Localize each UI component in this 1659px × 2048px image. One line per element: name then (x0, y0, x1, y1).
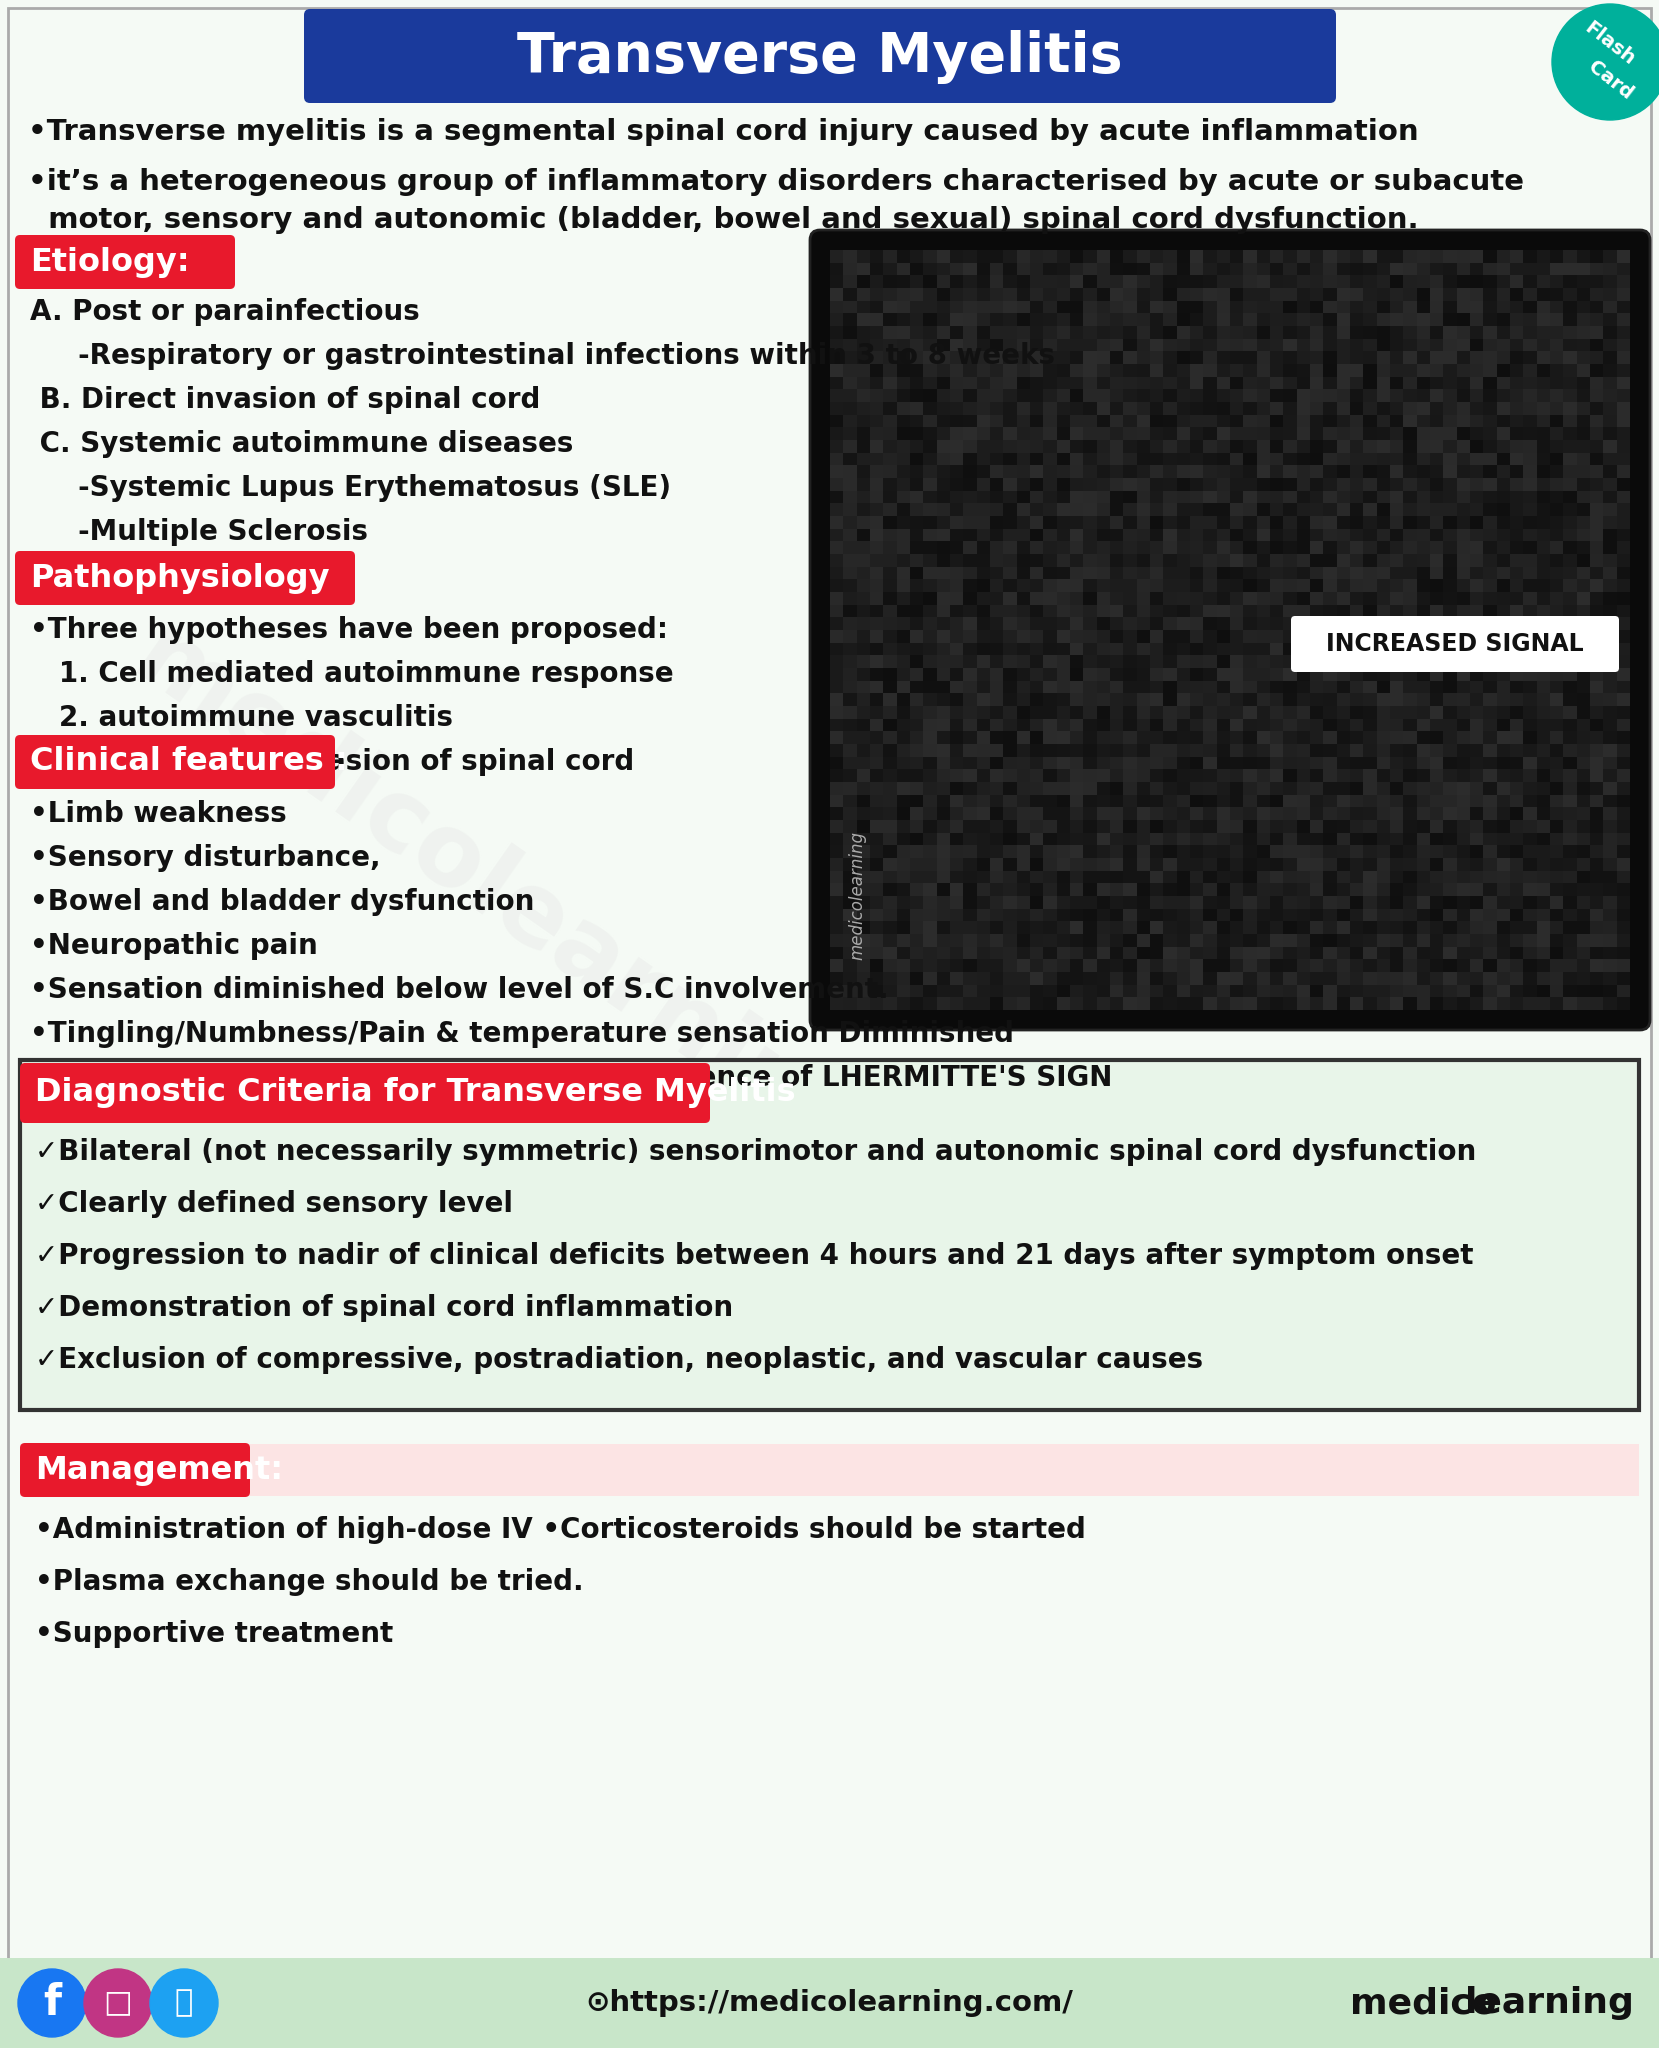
Text: -Systemic Lupus Erythematosus (SLE): -Systemic Lupus Erythematosus (SLE) (30, 473, 672, 502)
Text: •Sensation diminished below level of S.C involvement.: •Sensation diminished below level of S.C… (30, 977, 889, 1004)
Text: •Three hypotheses have been proposed:: •Three hypotheses have been proposed: (30, 616, 669, 643)
Bar (20, 1444, 1639, 1495)
FancyBboxPatch shape (15, 551, 355, 604)
FancyBboxPatch shape (15, 735, 335, 788)
FancyBboxPatch shape (20, 1063, 710, 1122)
Text: Management:: Management: (35, 1454, 284, 1485)
Text: Diagnostic Criteria for Transverse Myelitis: Diagnostic Criteria for Transverse Myeli… (35, 1077, 796, 1108)
Text: A. Post or parainfectious: A. Post or parainfectious (30, 299, 420, 326)
Text: motor, sensory and autonomic (bladder, bowel and sexual) spinal cord dysfunction: motor, sensory and autonomic (bladder, b… (28, 207, 1418, 233)
Circle shape (18, 1968, 86, 2038)
Text: ⊙https://medicolearning.com/: ⊙https://medicolearning.com/ (586, 1989, 1073, 2017)
Text: ✓Progression to nadir of clinical deficits between 4 hours and 21 days after sym: ✓Progression to nadir of clinical defici… (35, 1241, 1473, 1270)
Text: C. Systemic autoimmune diseases: C. Systemic autoimmune diseases (30, 430, 574, 459)
Text: •Sensory disturbance,: •Sensory disturbance, (30, 844, 380, 872)
Text: medico: medico (1350, 1987, 1496, 2019)
FancyBboxPatch shape (20, 1444, 251, 1497)
Bar (0, 1958, 1659, 2048)
Text: learning: learning (1465, 1987, 1634, 2019)
Text: B. Direct invasion of spinal cord: B. Direct invasion of spinal cord (30, 385, 541, 414)
Circle shape (1553, 4, 1659, 121)
Text: □: □ (103, 1989, 133, 2017)
Text: •it’s a heterogeneous group of inflammatory disorders characterised by acute or : •it’s a heterogeneous group of inflammat… (28, 168, 1525, 197)
Bar (20, 1061, 1639, 1409)
FancyBboxPatch shape (15, 236, 236, 289)
Text: Etiology:: Etiology: (30, 246, 189, 276)
Text: ✓Clearly defined sensory level: ✓Clearly defined sensory level (35, 1190, 513, 1219)
Text: medicolearning: medicolearning (114, 610, 886, 1190)
FancyBboxPatch shape (304, 8, 1335, 102)
Text: •Tingling/Numbness/Pain & temperature sensation Diminished: •Tingling/Numbness/Pain & temperature se… (30, 1020, 1014, 1049)
Text: •Supportive treatment: •Supportive treatment (35, 1620, 393, 1649)
Text: 🐦: 🐦 (174, 1989, 192, 2017)
Text: Transverse Myelitis: Transverse Myelitis (518, 31, 1123, 84)
Text: Card: Card (1584, 57, 1636, 102)
Circle shape (85, 1968, 153, 2038)
FancyBboxPatch shape (810, 229, 1651, 1030)
Text: medicolearning: medicolearning (848, 831, 866, 961)
Text: ✓Demonstration of spinal cord inflammation: ✓Demonstration of spinal cord inflammati… (35, 1294, 733, 1323)
Text: f: f (43, 1982, 61, 2023)
Text: ✓Bilateral (not necessarily symmetric) sensorimotor and autonomic spinal cord dy: ✓Bilateral (not necessarily symmetric) s… (35, 1139, 1477, 1165)
Text: ✓Exclusion of compressive, postradiation, neoplastic, and vascular causes: ✓Exclusion of compressive, postradiation… (35, 1346, 1203, 1374)
Text: •Plasma exchange should be tried.: •Plasma exchange should be tried. (35, 1569, 584, 1595)
Text: •Neuropathic pain: •Neuropathic pain (30, 932, 319, 961)
Text: 3. direct viral invasion of spinal cord: 3. direct viral invasion of spinal cord (30, 748, 634, 776)
Text: Pathophysiology: Pathophysiology (30, 563, 330, 594)
Circle shape (149, 1968, 217, 2038)
Text: -Multiple Sclerosis: -Multiple Sclerosis (30, 518, 368, 547)
Text: •Transverse myelitis is a segmental spinal cord injury caused by acute inflammat: •Transverse myelitis is a segmental spin… (28, 119, 1418, 145)
Text: •Limb weakness: •Limb weakness (30, 801, 287, 827)
Text: •Demyelination is responsible for the presence of LHERMITTE'S SIGN: •Demyelination is responsible for the pr… (30, 1065, 1113, 1092)
Text: -Respiratory or gastrointestinal infections within 3 to 8 weeks: -Respiratory or gastrointestinal infecti… (30, 342, 1055, 371)
Text: 2. autoimmune vasculitis: 2. autoimmune vasculitis (30, 705, 453, 731)
Text: •Administration of high-dose IV •Corticosteroids should be started: •Administration of high-dose IV •Cortico… (35, 1516, 1087, 1544)
Text: INCREASED SIGNAL: INCREASED SIGNAL (1326, 633, 1584, 655)
Text: 1. Cell mediated autoimmune response: 1. Cell mediated autoimmune response (30, 659, 674, 688)
Text: Flash: Flash (1581, 18, 1639, 70)
Text: Clinical features :: Clinical features : (30, 748, 348, 778)
FancyBboxPatch shape (1291, 616, 1619, 672)
Text: •Bowel and bladder dysfunction: •Bowel and bladder dysfunction (30, 889, 534, 915)
